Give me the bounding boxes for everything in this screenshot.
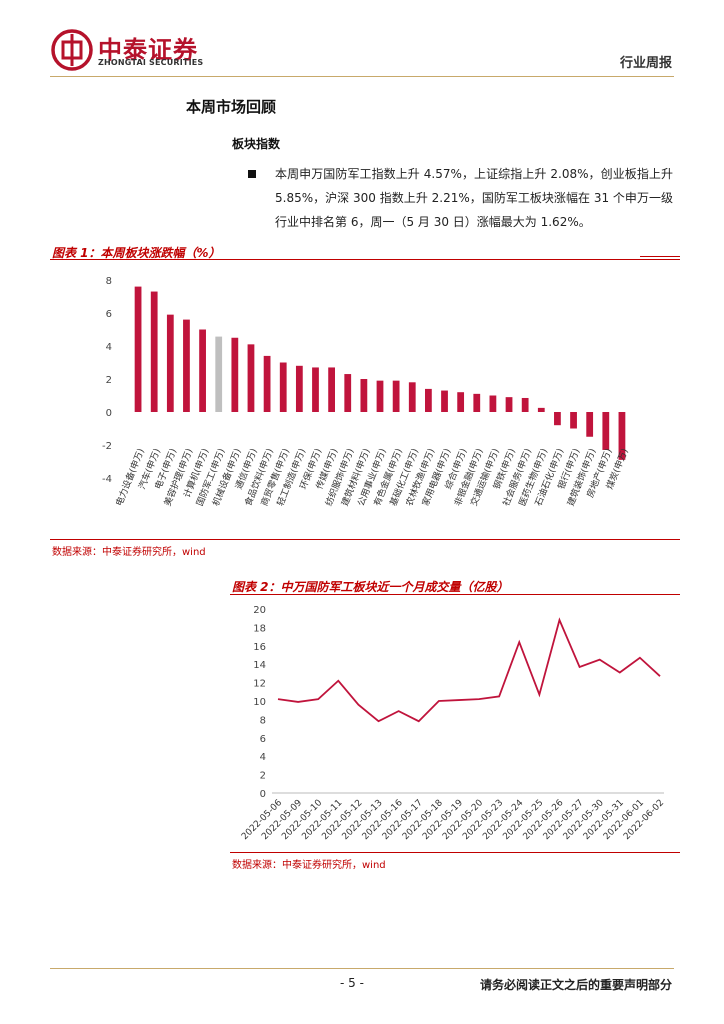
y-tick-label: 14 xyxy=(253,660,266,671)
y-tick-label: 20 xyxy=(253,605,266,616)
sector-change-bar-chart: -4-202468电力设备(申万)汽车(申万)电子(申万)美容护理(申万)计算机… xyxy=(102,276,631,508)
figure1-top-rule-accent xyxy=(640,256,680,257)
logo-emblem-icon xyxy=(51,29,93,71)
bar xyxy=(441,390,448,412)
bar xyxy=(376,380,384,412)
y-tick-label: 0 xyxy=(106,408,112,419)
bar xyxy=(425,388,432,412)
bar xyxy=(586,412,594,437)
bar xyxy=(570,412,577,429)
bar xyxy=(150,291,158,412)
logo-name: 中泰证券 xyxy=(98,36,198,64)
bar xyxy=(473,393,481,412)
bar xyxy=(392,380,400,412)
bar xyxy=(295,365,303,412)
footer-divider xyxy=(50,968,674,969)
y-tick-label: 12 xyxy=(253,679,266,690)
volume-line-chart: 024681012141618202022-05-062022-05-09202… xyxy=(240,605,666,842)
bar xyxy=(554,412,561,426)
y-tick-label: -2 xyxy=(102,441,112,452)
bar xyxy=(312,367,319,412)
summary-paragraph: 本周申万国防军工指数上升 4.57%，上证综指上升 2.08%，创业板指上升 5… xyxy=(275,167,673,229)
bar xyxy=(408,382,416,412)
bar xyxy=(231,337,239,412)
company-logo: 中泰证券 ZHONGTAI SECURITIES xyxy=(50,28,220,72)
bar xyxy=(618,412,626,460)
subsection-title: 板块指数 xyxy=(232,137,281,151)
y-tick-label: 6 xyxy=(260,734,266,745)
figure2-bottom-rule xyxy=(230,852,680,853)
figure2-top-rule xyxy=(230,594,680,595)
bar xyxy=(328,367,335,412)
bar xyxy=(360,379,368,412)
figure1-title: 图表 1：本周板块涨跌幅（%） xyxy=(52,246,221,260)
figure1-bottom-rule xyxy=(50,539,680,540)
y-tick-label: 10 xyxy=(253,697,266,708)
bar xyxy=(489,395,497,412)
bar xyxy=(537,407,545,412)
figure2-source: 数据来源：中泰证券研究所，wind xyxy=(232,860,386,871)
figure2-title: 图表 2：中万国防军工板块近一个月成交量（亿股） xyxy=(232,580,509,594)
y-tick-label: 0 xyxy=(260,789,266,800)
bar xyxy=(199,329,206,412)
y-tick-label: 16 xyxy=(253,642,266,653)
y-tick-label: 8 xyxy=(106,276,112,287)
bar xyxy=(215,336,223,412)
bar xyxy=(505,397,513,412)
bar xyxy=(279,362,287,412)
bullet-icon xyxy=(248,170,256,178)
bar xyxy=(166,314,174,412)
y-tick-label: -4 xyxy=(102,474,112,485)
y-tick-label: 4 xyxy=(106,342,112,353)
y-tick-label: 2 xyxy=(260,771,266,782)
y-tick-label: 8 xyxy=(260,715,266,726)
bar xyxy=(134,286,142,412)
page-number: - 5 - xyxy=(340,976,364,990)
bar xyxy=(183,319,190,412)
bar xyxy=(457,392,465,412)
y-tick-label: 2 xyxy=(106,375,112,386)
report-type: 行业周报 xyxy=(619,56,672,71)
bar xyxy=(344,374,352,412)
bar xyxy=(521,397,529,412)
figure1-source: 数据来源：中泰证券研究所，wind xyxy=(52,547,206,558)
y-tick-label: 6 xyxy=(106,309,112,320)
bar xyxy=(602,412,610,450)
volume-series-line xyxy=(277,617,661,723)
bar xyxy=(247,344,255,412)
logo-subtitle: ZHONGTAI SECURITIES xyxy=(98,58,204,67)
figure1-top-rule xyxy=(50,259,680,260)
section-title: 本周市场回顾 xyxy=(186,98,277,116)
y-tick-label: 18 xyxy=(253,623,266,634)
bar xyxy=(263,355,271,412)
footer-disclaimer: 请务必阅读正文之后的重要声明部分 xyxy=(479,978,672,992)
y-tick-label: 4 xyxy=(260,752,266,763)
header-divider xyxy=(50,76,674,77)
